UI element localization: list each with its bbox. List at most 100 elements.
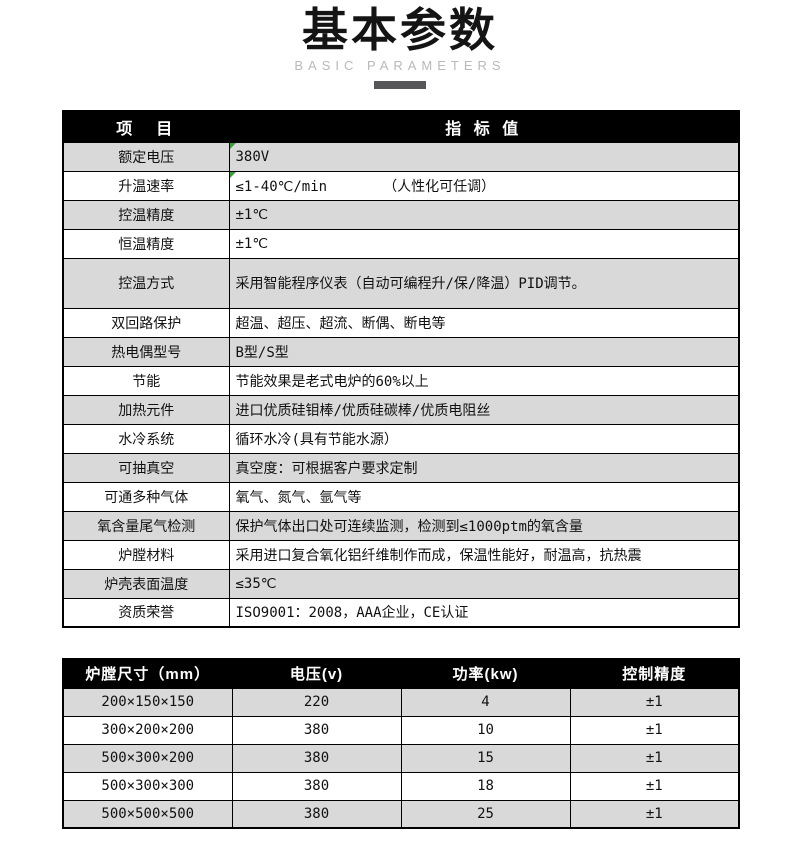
- size-cell-chamber: 300×200×200: [62, 715, 233, 745]
- spec-value-cell: 采用进口复合氧化铝纤维制作而成，保温性能好，耐温高，抗热震: [228, 539, 740, 570]
- spec-value-text: 采用进口复合氧化铝纤维制作而成，保温性能好，耐温高，抗热震: [235, 547, 642, 564]
- page-subtitle: BASIC PARAMETERS: [294, 57, 506, 73]
- spec-label-cell: 氧含量尾气检测: [62, 510, 230, 541]
- spec-value-cell: 380V: [228, 141, 740, 172]
- size-cell-power: 18: [400, 771, 571, 801]
- size-table-row: 200×150×150 220 4 ±1: [62, 687, 740, 717]
- spec-label-cell: 额定电压: [62, 141, 230, 172]
- spec-table-row: 可抽真空 真空度：可根据客户要求定制: [62, 452, 740, 483]
- spec-label-cell: 炉壳表面温度: [62, 568, 230, 599]
- size-table-row: 500×300×200 380 15 ±1: [62, 743, 740, 773]
- spec-value-text: 氧气、氮气、氩气等: [235, 489, 362, 506]
- spec-table-row: 节能 节能效果是老式电炉的60%以上: [62, 365, 740, 396]
- size-cell-voltage: 380: [231, 715, 402, 745]
- spec-value-note: （人性化可任调）: [383, 178, 496, 195]
- spec-table-header-value: 指 标 值: [228, 110, 740, 143]
- size-table-header-row: 炉膛尺寸（mm） 电压(v) 功率(kw) 控制精度: [62, 658, 740, 689]
- size-cell-chamber: 500×300×300: [62, 771, 233, 801]
- spec-value-cell: ±1℃: [228, 199, 740, 230]
- spec-table-row: 可通多种气体 氧气、氮气、氩气等: [62, 481, 740, 512]
- size-cell-precision: ±1: [569, 799, 740, 829]
- spec-table: 项 目 指 标 值 额定电压 380V 升温速率 ≤1-40℃/min （人性化可任调）…: [62, 110, 740, 628]
- size-cell-voltage: 380: [231, 771, 402, 801]
- spec-label-cell: 恒温精度: [62, 228, 230, 259]
- size-cell-precision: ±1: [569, 771, 740, 801]
- spec-value-text: ≤35℃: [235, 575, 277, 592]
- size-cell-voltage: 380: [231, 799, 402, 829]
- spec-label-cell: 热电偶型号: [62, 336, 230, 367]
- spec-table-row: 控温方式 采用智能程序仪表（自动可编程升/保/降温）PID调节。: [62, 257, 740, 309]
- size-cell-voltage: 220: [231, 687, 402, 717]
- spec-value-text: B型/S型: [235, 344, 289, 361]
- size-cell-voltage: 380: [231, 743, 402, 773]
- spec-value-cell: 真空度：可根据客户要求定制: [228, 452, 740, 483]
- spec-value-text: 采用智能程序仪表（自动可编程升/保/降温）PID调节。: [235, 276, 586, 292]
- size-cell-precision: ±1: [569, 743, 740, 773]
- spec-value-cell: 进口优质硅钼棒/优质硅碳棒/优质电阻丝: [228, 394, 740, 425]
- title-underline: [374, 80, 426, 89]
- spec-value-text: 真空度：可根据客户要求定制: [235, 460, 418, 477]
- spec-label-cell: 水冷系统: [62, 423, 230, 454]
- spec-value-text: ISO9001：2008，AAA企业，CE认证: [235, 605, 469, 622]
- spec-value-text: ±1℃: [235, 235, 269, 252]
- spec-table-row: 额定电压 380V: [62, 141, 740, 172]
- spec-table-row: 双回路保护 超温、超压、超流、断偶、断电等: [62, 307, 740, 338]
- spec-table-row: 水冷系统 循环水冷(具有节能水源）: [62, 423, 740, 454]
- size-cell-chamber: 200×150×150: [62, 687, 233, 717]
- spec-table-row: 恒温精度 ±1℃: [62, 228, 740, 259]
- spec-value-text: 进口优质硅钼棒/优质硅碳棒/优质电阻丝: [235, 402, 491, 419]
- spec-value-cell: 节能效果是老式电炉的60%以上: [228, 365, 740, 396]
- spec-value-text: ±1℃: [235, 206, 269, 223]
- spec-table-row: 升温速率 ≤1-40℃/min （人性化可任调）: [62, 170, 740, 201]
- spec-table-row: 氧含量尾气检测 保护气体出口处可连续监测，检测到≤1000ptm的氧含量: [62, 510, 740, 541]
- spec-value-cell: ≤35℃: [228, 568, 740, 599]
- size-cell-chamber: 500×500×500: [62, 799, 233, 829]
- size-table-row: 300×200×200 380 10 ±1: [62, 715, 740, 745]
- size-table-header-precision: 控制精度: [569, 658, 740, 689]
- spec-table-row: 炉壳表面温度 ≤35℃: [62, 568, 740, 599]
- spec-table-row: 资质荣誉 ISO9001：2008，AAA企业，CE认证: [62, 597, 740, 628]
- spec-label-cell: 加热元件: [62, 394, 230, 425]
- spec-label-cell: 可通多种气体: [62, 481, 230, 512]
- spec-value-cell: ≤1-40℃/min （人性化可任调）: [228, 170, 740, 201]
- spec-value-cell: 超温、超压、超流、断偶、断电等: [228, 307, 740, 338]
- spec-label-cell: 节能: [62, 365, 230, 396]
- spec-value-cell: 保护气体出口处可连续监测，检测到≤1000ptm的氧含量: [228, 510, 740, 541]
- size-cell-chamber: 500×300×200: [62, 743, 233, 773]
- spec-table-header-item: 项 目: [62, 110, 230, 143]
- spec-value-text: 超温、超压、超流、断偶、断电等: [235, 315, 446, 332]
- size-cell-power: 4: [400, 687, 571, 717]
- size-table-header-power: 功率(kw): [400, 658, 571, 689]
- spec-label-cell: 双回路保护: [62, 307, 230, 338]
- green-corner-marker-icon: [230, 143, 236, 149]
- spec-table-header-row: 项 目 指 标 值: [62, 110, 740, 143]
- size-table-row: 500×300×300 380 18 ±1: [62, 771, 740, 801]
- green-corner-marker-icon: [230, 172, 236, 178]
- spec-table-row: 热电偶型号 B型/S型: [62, 336, 740, 367]
- spec-value-text: 保护气体出口处可连续监测，检测到≤1000ptm的氧含量: [235, 518, 583, 535]
- spec-value-cell: ISO9001：2008，AAA企业，CE认证: [228, 597, 740, 628]
- spec-label-cell: 控温方式: [62, 257, 230, 309]
- spec-label-cell: 资质荣誉: [62, 597, 230, 628]
- spec-value-text: 循环水冷(具有节能水源）: [235, 431, 398, 448]
- spec-value-cell: B型/S型: [228, 336, 740, 367]
- spec-label-cell: 升温速率: [62, 170, 230, 201]
- size-table: 炉膛尺寸（mm） 电压(v) 功率(kw) 控制精度 200×150×150 22…: [62, 658, 740, 829]
- spec-value-text: 节能效果是老式电炉的60%以上: [235, 373, 429, 390]
- spec-value-cell: 氧气、氮气、氩气等: [228, 481, 740, 512]
- spec-table-row: 炉膛材料 采用进口复合氧化铝纤维制作而成，保温性能好，耐温高，抗热震: [62, 539, 740, 570]
- spec-value-cell: ±1℃: [228, 228, 740, 259]
- spec-table-row: 加热元件 进口优质硅钼棒/优质硅碳棒/优质电阻丝: [62, 394, 740, 425]
- spec-value-text: 380V: [235, 148, 270, 165]
- spec-value-cell: 循环水冷(具有节能水源）: [228, 423, 740, 454]
- size-cell-power: 10: [400, 715, 571, 745]
- spec-table-row: 控温精度 ±1℃: [62, 199, 740, 230]
- size-cell-precision: ±1: [569, 687, 740, 717]
- size-table-header-voltage: 电压(v): [231, 658, 402, 689]
- spec-label-cell: 炉膛材料: [62, 539, 230, 570]
- spec-label-cell: 控温精度: [62, 199, 230, 230]
- spec-label-cell: 可抽真空: [62, 452, 230, 483]
- page-header: 基本参数 BASIC PARAMETERS: [0, 0, 800, 89]
- size-table-row: 500×500×500 380 25 ±1: [62, 799, 740, 829]
- spec-value-text: ≤1-40℃/min: [235, 178, 328, 195]
